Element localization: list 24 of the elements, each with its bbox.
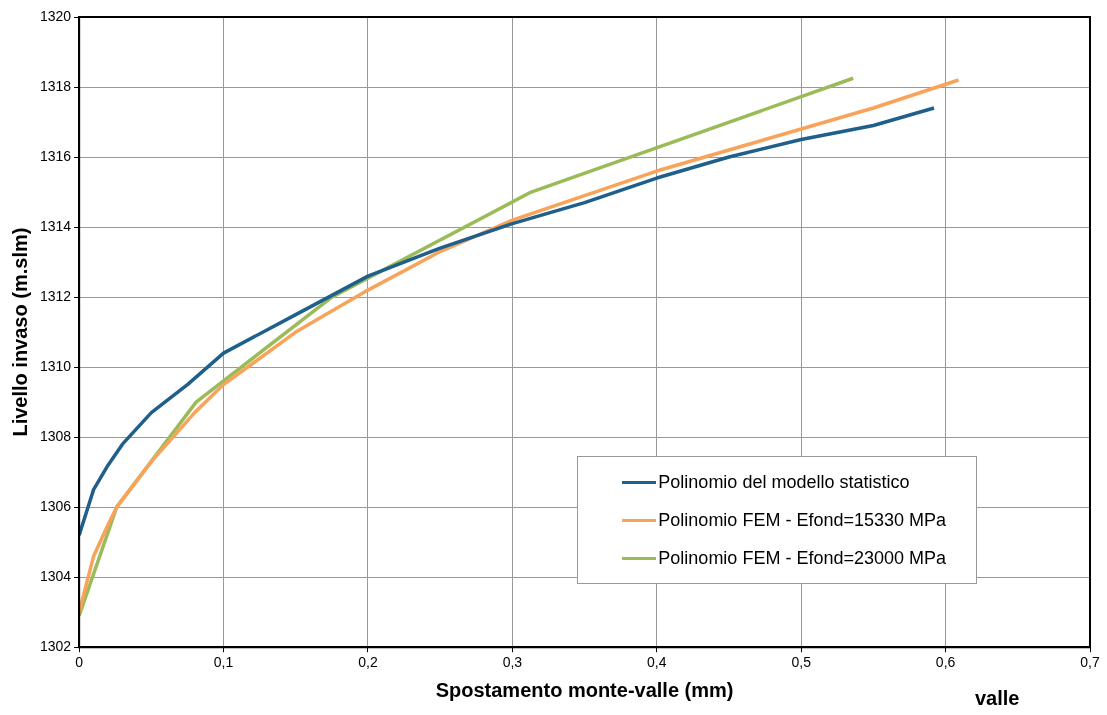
y-axis-title: Livello invaso (m.slm) bbox=[8, 227, 31, 437]
y-tick-label: 1316 bbox=[39, 147, 72, 164]
y-tick-label: 1310 bbox=[39, 357, 72, 374]
x-tick-label: 0,5 bbox=[791, 654, 812, 671]
y-tick-label: 1302 bbox=[39, 638, 72, 655]
legend-label: Polinomio del modello statistico bbox=[658, 471, 910, 493]
y-tick-label: 1314 bbox=[39, 217, 72, 234]
y-tick-label: 1306 bbox=[39, 498, 72, 515]
legend-label: Polinomio FEM - Efond=23000 MPa bbox=[658, 547, 946, 569]
y-tick-label: 1312 bbox=[39, 287, 72, 304]
x-tick-label: 0,2 bbox=[358, 654, 378, 671]
y-tick-label: 1320 bbox=[39, 7, 72, 24]
x-tick-label: 0,3 bbox=[502, 654, 523, 671]
y-tick-label: 1304 bbox=[39, 568, 72, 585]
x-tick-label: 0,4 bbox=[647, 654, 667, 671]
x-tick-label: 0,1 bbox=[213, 654, 234, 671]
x-axis-title: Spostamento monte-valle (mm) bbox=[435, 678, 734, 701]
legend-label: Polinomio FEM - Efond=15330 MPa bbox=[658, 509, 946, 531]
x-tick-label: 0 bbox=[75, 654, 84, 671]
y-tick-label: 1318 bbox=[39, 77, 72, 94]
y-tick-label: 1308 bbox=[39, 427, 72, 444]
text: valle bbox=[975, 687, 1020, 709]
x-tick-label: 0,6 bbox=[935, 654, 956, 671]
x-tick-label: 0,7 bbox=[1080, 654, 1100, 671]
